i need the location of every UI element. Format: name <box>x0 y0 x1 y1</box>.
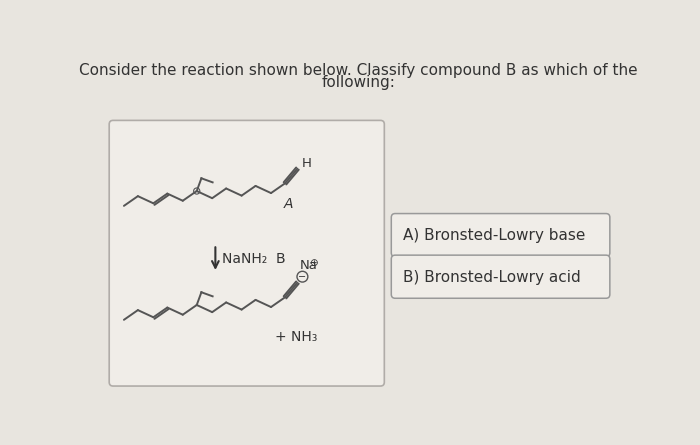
Text: ⊕: ⊕ <box>309 258 318 268</box>
Text: + NH₃: + NH₃ <box>275 330 318 344</box>
FancyBboxPatch shape <box>391 255 610 298</box>
Text: A) Bronsted-Lowry base: A) Bronsted-Lowry base <box>403 228 585 243</box>
Text: Consider the reaction shown below. Classify compound B as which of the: Consider the reaction shown below. Class… <box>79 63 638 77</box>
Text: Na: Na <box>300 259 317 272</box>
Text: NaNH₂  B: NaNH₂ B <box>222 251 285 266</box>
FancyBboxPatch shape <box>391 214 610 257</box>
Text: following:: following: <box>322 75 395 90</box>
FancyBboxPatch shape <box>109 121 384 386</box>
Text: A: A <box>284 197 293 211</box>
Text: B) Bronsted-Lowry acid: B) Bronsted-Lowry acid <box>403 270 581 285</box>
Text: H: H <box>302 158 312 170</box>
Text: −: − <box>298 272 307 282</box>
